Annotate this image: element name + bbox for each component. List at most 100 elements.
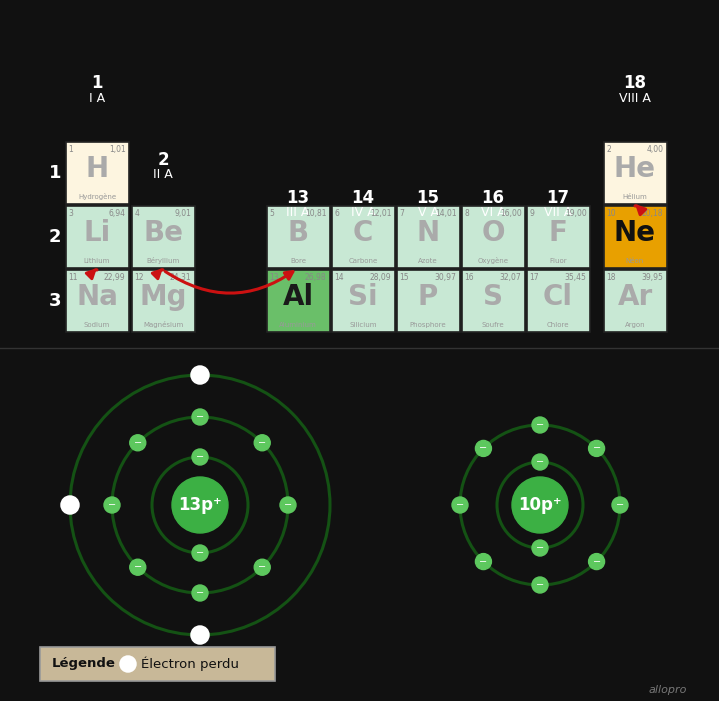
Text: 14: 14 (334, 273, 344, 282)
Text: −: − (284, 500, 292, 510)
Circle shape (192, 449, 208, 465)
Text: 2: 2 (49, 228, 61, 246)
Text: 12: 12 (134, 273, 144, 282)
Text: 2: 2 (157, 151, 169, 169)
Circle shape (255, 435, 270, 451)
Circle shape (512, 477, 568, 533)
Text: Phosphore: Phosphore (410, 322, 446, 328)
Circle shape (104, 497, 120, 513)
Text: −: − (108, 500, 116, 510)
Text: 9: 9 (529, 209, 534, 218)
Text: Cl: Cl (543, 283, 573, 311)
Text: Hélium: Hélium (623, 194, 647, 200)
Text: 5: 5 (270, 209, 275, 218)
Text: 24,31: 24,31 (170, 273, 191, 282)
Text: 8: 8 (464, 209, 470, 218)
Text: F: F (549, 219, 567, 247)
Text: Silicium: Silicium (349, 322, 377, 328)
Text: Béryllium: Béryllium (147, 257, 180, 264)
Circle shape (475, 440, 491, 456)
Text: 28,09: 28,09 (370, 273, 392, 282)
Text: VII A: VII A (544, 205, 572, 219)
Bar (526, 206, 590, 268)
Text: 39,95: 39,95 (641, 273, 664, 282)
Text: −: − (536, 420, 544, 430)
Text: III A: III A (286, 205, 310, 219)
Text: Na: Na (76, 283, 118, 311)
Text: −: − (480, 557, 487, 566)
Text: −: − (592, 557, 600, 566)
Bar (331, 270, 395, 332)
Text: −: − (196, 548, 204, 558)
Circle shape (589, 440, 605, 456)
Circle shape (280, 497, 296, 513)
Text: −: − (480, 444, 487, 454)
Bar (331, 206, 395, 268)
Text: 13: 13 (286, 189, 310, 207)
Text: 10,81: 10,81 (305, 209, 326, 218)
Text: 9,01: 9,01 (175, 209, 191, 218)
Circle shape (129, 435, 146, 451)
Text: 3: 3 (68, 209, 73, 218)
Text: 6: 6 (334, 209, 339, 218)
Circle shape (452, 497, 468, 513)
Text: H: H (86, 155, 109, 183)
Text: Bore: Bore (290, 258, 306, 264)
Circle shape (532, 540, 548, 556)
Text: 14: 14 (352, 189, 375, 207)
Text: −: − (456, 500, 464, 510)
Text: 14,01: 14,01 (435, 209, 457, 218)
Circle shape (62, 497, 78, 513)
Text: −: − (196, 412, 204, 422)
Text: N: N (416, 219, 439, 247)
Text: He: He (614, 155, 656, 183)
Text: 1: 1 (91, 74, 103, 92)
Bar (132, 206, 195, 268)
Text: 4,00: 4,00 (646, 145, 664, 154)
FancyBboxPatch shape (40, 647, 275, 681)
Text: 16: 16 (482, 189, 505, 207)
Text: V A: V A (418, 205, 439, 219)
Text: Carbone: Carbone (349, 258, 377, 264)
Bar (526, 270, 590, 332)
Bar (65, 142, 129, 204)
Text: O: O (481, 219, 505, 247)
Text: Azote: Azote (418, 258, 438, 264)
Circle shape (192, 545, 208, 561)
Text: 6,94: 6,94 (109, 209, 126, 218)
Text: −: − (134, 438, 142, 448)
Text: Be: Be (143, 219, 183, 247)
Text: 12,01: 12,01 (370, 209, 392, 218)
Text: Fluor: Fluor (549, 258, 567, 264)
Circle shape (192, 627, 208, 643)
Circle shape (612, 497, 628, 513)
Circle shape (532, 417, 548, 433)
Bar (603, 206, 667, 268)
Text: II A: II A (153, 168, 173, 182)
Text: −: − (536, 543, 544, 553)
Text: Si: Si (348, 283, 377, 311)
Text: 11: 11 (68, 273, 78, 282)
Text: −: − (258, 562, 266, 572)
Text: −: − (536, 457, 544, 467)
Circle shape (121, 657, 135, 671)
Text: 16: 16 (464, 273, 474, 282)
Circle shape (589, 554, 605, 570)
Text: Ne: Ne (614, 219, 656, 247)
Text: 16,00: 16,00 (500, 209, 521, 218)
Text: Chlore: Chlore (546, 322, 569, 328)
Text: −: − (592, 444, 600, 454)
Text: 13p⁺: 13p⁺ (178, 496, 222, 514)
Bar (65, 270, 129, 332)
Text: 1: 1 (49, 164, 61, 182)
Text: −: − (196, 588, 204, 598)
Text: 15: 15 (400, 273, 409, 282)
Circle shape (192, 367, 208, 383)
Bar (462, 206, 524, 268)
Text: Aluminium: Aluminium (279, 322, 317, 328)
Text: 26,98: 26,98 (305, 273, 326, 282)
Text: Ar: Ar (618, 283, 653, 311)
Text: 17: 17 (529, 273, 539, 282)
Circle shape (192, 585, 208, 601)
Text: Argon: Argon (625, 322, 646, 328)
